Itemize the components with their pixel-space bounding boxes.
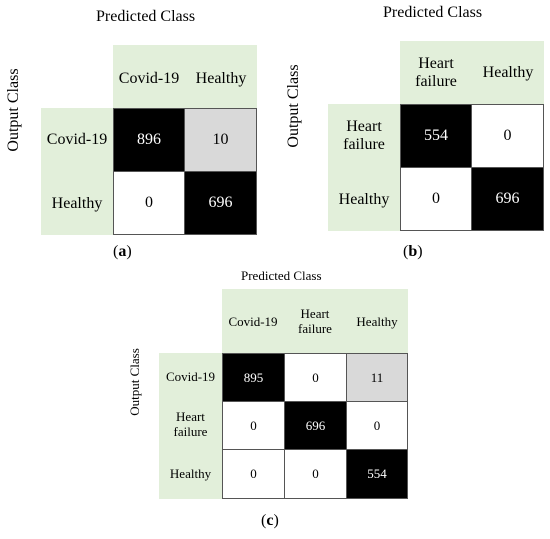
column-label: Healthy xyxy=(482,63,534,81)
row-label: Covid-19 xyxy=(165,368,216,384)
column-label: Covid-19 xyxy=(118,69,180,87)
matrix-cell: 0 xyxy=(284,353,347,402)
row-label: Healthy xyxy=(338,190,390,208)
row-label: Heart failure xyxy=(173,409,208,439)
output-class-title: Output Class xyxy=(285,64,302,148)
row-label: Covid-19 xyxy=(46,130,108,148)
matrix-cell: 10 xyxy=(184,108,257,172)
row-label: Heart failure xyxy=(343,117,385,153)
matrix-cell: 0 xyxy=(471,104,544,168)
matrix-cell: 0 xyxy=(346,401,408,450)
predicted-class-title: Predicted Class xyxy=(383,4,483,21)
caption-a: (a) xyxy=(113,243,132,260)
column-label: Heart failure xyxy=(415,54,457,90)
matrix-cell: 0 xyxy=(400,167,472,231)
matrix-cell: 11 xyxy=(346,353,408,402)
output-class-title: Output Class xyxy=(127,348,142,416)
column-header-band xyxy=(222,289,408,353)
column-label: Heart failure xyxy=(298,306,332,336)
caption-c: (c) xyxy=(261,512,279,529)
column-label: Covid-19 xyxy=(228,313,278,329)
matrix-cell: 696 xyxy=(471,167,544,231)
column-header-band xyxy=(113,45,257,108)
matrix-cell: 696 xyxy=(284,401,347,450)
column-label: Healthy xyxy=(356,313,398,329)
row-label: Healthy xyxy=(169,465,212,481)
matrix-cell: 0 xyxy=(222,401,285,450)
row-header-band xyxy=(41,108,113,235)
column-label: Healthy xyxy=(195,69,247,87)
matrix-cell: 696 xyxy=(184,171,257,235)
matrix-cell: 896 xyxy=(113,108,185,172)
output-class-title: Output Class xyxy=(5,68,22,152)
row-header-band xyxy=(328,104,400,231)
matrix-cell: 554 xyxy=(346,449,408,499)
caption-b: (b) xyxy=(403,243,423,260)
row-label: Healthy xyxy=(51,194,103,212)
matrix-cell: 0 xyxy=(222,449,285,499)
matrix-cell: 895 xyxy=(222,353,285,402)
row-header-band xyxy=(159,353,222,499)
matrix-cell: 0 xyxy=(113,171,185,235)
predicted-class-title: Predicted Class xyxy=(96,8,196,25)
matrix-cell: 0 xyxy=(284,449,347,499)
column-header-band xyxy=(400,41,544,104)
matrix-cell: 554 xyxy=(400,104,472,168)
predicted-class-title: Predicted Class xyxy=(241,268,322,283)
